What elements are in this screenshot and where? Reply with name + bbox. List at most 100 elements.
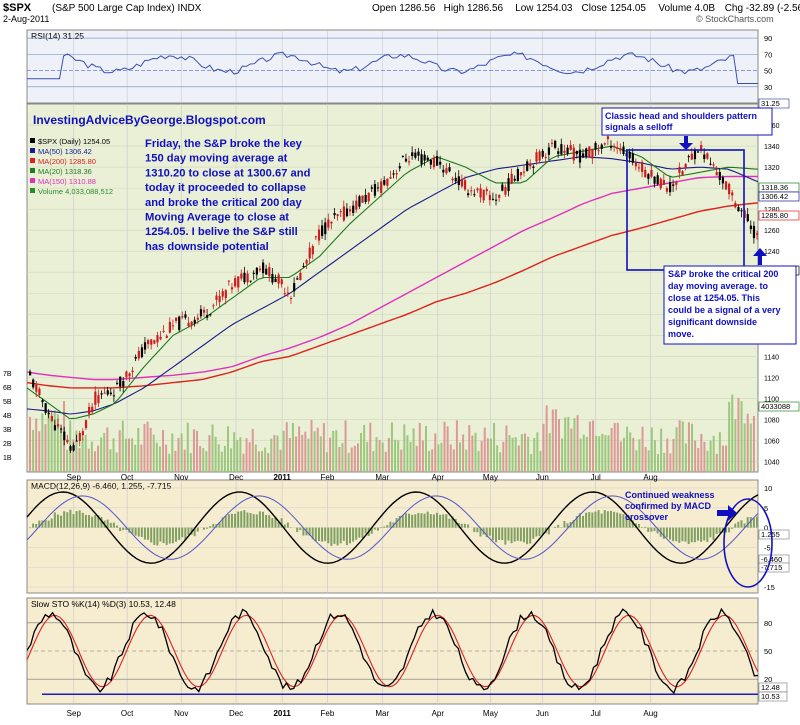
volume-bar <box>734 419 737 472</box>
macd-histogram-bar <box>532 527 535 539</box>
ohlc-close: Close 1254.05 <box>582 3 647 14</box>
candle-body <box>634 162 638 167</box>
macd-histogram-bar <box>221 517 224 528</box>
macd-histogram-bar <box>690 527 693 543</box>
candle-body <box>339 211 342 213</box>
volume-bar <box>409 441 412 472</box>
volume-bar <box>725 445 728 472</box>
volume-bar <box>428 450 431 472</box>
volume-bar <box>675 427 678 472</box>
volume-bar <box>514 437 517 472</box>
volume-bar <box>282 430 285 472</box>
macd-histogram-bar <box>485 527 488 538</box>
volume-bar <box>341 442 344 472</box>
rsi-last-box <box>758 98 790 109</box>
macd-histogram-bar <box>463 523 466 528</box>
candle-body <box>491 198 495 200</box>
macd-histogram-bar <box>718 527 721 533</box>
candle-body <box>709 163 712 165</box>
macd-histogram-bar <box>625 517 628 528</box>
macd-histogram-bar <box>578 513 581 528</box>
break-annotation-line: move. <box>668 329 694 339</box>
candle-body <box>404 158 408 162</box>
macd-histogram-bar <box>193 527 196 537</box>
macd-histogram-bar <box>72 514 75 528</box>
volume-bar <box>261 451 264 472</box>
volume-bar <box>239 437 242 472</box>
macd-histogram-bar <box>734 523 737 528</box>
price-right-label: 1306.42 <box>761 192 788 201</box>
candle-body <box>628 151 631 159</box>
volume-bar <box>737 397 740 472</box>
candle-body <box>364 194 367 202</box>
candle-body <box>675 182 678 185</box>
volume-bar <box>316 427 319 472</box>
sto-tick-label: 50 <box>764 647 772 656</box>
volume-bar <box>558 419 561 472</box>
macd-tick-label: -5 <box>764 543 771 552</box>
candle-body <box>355 200 358 210</box>
macd-histogram-bar <box>522 527 525 543</box>
macd-histogram-bar <box>669 527 672 540</box>
volume-bar <box>700 433 703 472</box>
volume-bar <box>319 436 322 472</box>
candle-body <box>184 314 187 318</box>
volume-bar <box>356 443 359 472</box>
candle-body <box>265 268 268 275</box>
macd-histogram-bar <box>572 520 575 528</box>
candle-body <box>501 184 504 191</box>
macd-histogram-bar <box>373 527 376 530</box>
macd-histogram-bar <box>153 527 156 545</box>
macd-histogram-bar <box>389 521 392 528</box>
volume-bar <box>189 453 192 472</box>
volume-tick-label: 2B <box>3 441 12 448</box>
candle-body <box>737 207 740 212</box>
legend-swatch <box>30 178 35 183</box>
volume-bar <box>363 424 366 472</box>
volume-bar <box>638 439 641 472</box>
macd-histogram-bar <box>358 527 361 538</box>
price-tick-label: 1040 <box>764 459 780 466</box>
break-annotation-line: day moving average. to <box>668 281 769 291</box>
candle-body <box>296 278 299 280</box>
sto-d-line <box>26 614 759 688</box>
candle-body <box>420 154 423 165</box>
price-tick-label: 1100 <box>764 396 779 403</box>
macd-histogram-bar <box>66 512 69 528</box>
volume-bar <box>103 432 106 472</box>
month-label-bottom: Apr <box>432 709 445 718</box>
macd-histogram-bar <box>696 527 699 541</box>
macd-histogram-bar <box>327 527 330 544</box>
volume-bar <box>660 428 663 472</box>
candle-body <box>752 225 756 239</box>
candle-body <box>712 164 715 166</box>
macd-histogram-bar <box>404 513 407 528</box>
candle-body <box>159 336 162 340</box>
volume-bar <box>434 433 437 472</box>
macd-histogram-bar <box>314 527 317 542</box>
candle-body <box>327 219 330 228</box>
macd-histogram-bar <box>715 527 718 534</box>
macd-crossover-circle <box>723 498 773 588</box>
volume-bar <box>523 433 526 472</box>
macd-histogram-bar <box>75 511 78 528</box>
candle-body <box>504 187 507 195</box>
macd-histogram-bar <box>653 527 656 532</box>
macd-histogram-bar <box>240 511 243 528</box>
month-label: Jun <box>536 473 549 482</box>
candle-body <box>305 260 308 264</box>
volume-bar <box>610 428 613 472</box>
candle-body <box>286 292 290 294</box>
volume-bar <box>251 428 254 472</box>
macd-histogram-bar <box>277 521 280 528</box>
volume-bar <box>220 451 223 472</box>
candle-body <box>700 145 703 150</box>
break-annotation-line: significant downside <box>668 317 757 327</box>
sto-right-box <box>758 691 788 702</box>
volume-bar <box>53 410 56 472</box>
sto-k-line <box>26 607 759 695</box>
legend-swatch <box>30 148 35 153</box>
volume-bar <box>511 437 514 472</box>
candle-body <box>473 194 476 196</box>
macd-histogram-bar <box>349 527 352 544</box>
